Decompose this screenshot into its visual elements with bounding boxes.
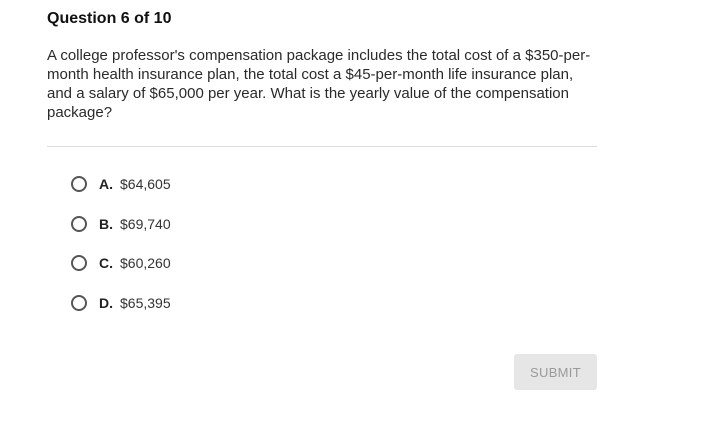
option-letter: A.: [99, 176, 113, 192]
radio-unchecked-icon[interactable]: [71, 255, 87, 271]
answer-options: A. $64,605 B. $69,740 C. $60,260 D. $65,…: [71, 172, 171, 330]
option-text: $69,740: [120, 215, 171, 232]
option-letter: B.: [99, 215, 113, 232]
option-text: $64,605: [120, 176, 171, 192]
radio-unchecked-icon[interactable]: [71, 294, 87, 311]
option-a[interactable]: A. $64,605: [71, 172, 171, 196]
option-d[interactable]: D. $65,395: [71, 291, 171, 315]
radio-unchecked-icon[interactable]: [71, 215, 87, 232]
option-text: $60,260: [120, 255, 171, 271]
option-c[interactable]: C. $60,260: [71, 251, 171, 275]
question-title: Question 6 of 10: [47, 10, 172, 27]
question-text: A college professor's compensation packa…: [47, 47, 591, 121]
submit-button[interactable]: SUBMIT: [514, 354, 597, 390]
option-letter: D.: [99, 294, 113, 311]
option-b[interactable]: B. $69,740: [71, 212, 171, 236]
option-text: $65,395: [120, 294, 171, 311]
option-letter: C.: [99, 255, 113, 271]
radio-unchecked-icon[interactable]: [71, 176, 87, 192]
divider: [47, 146, 597, 147]
